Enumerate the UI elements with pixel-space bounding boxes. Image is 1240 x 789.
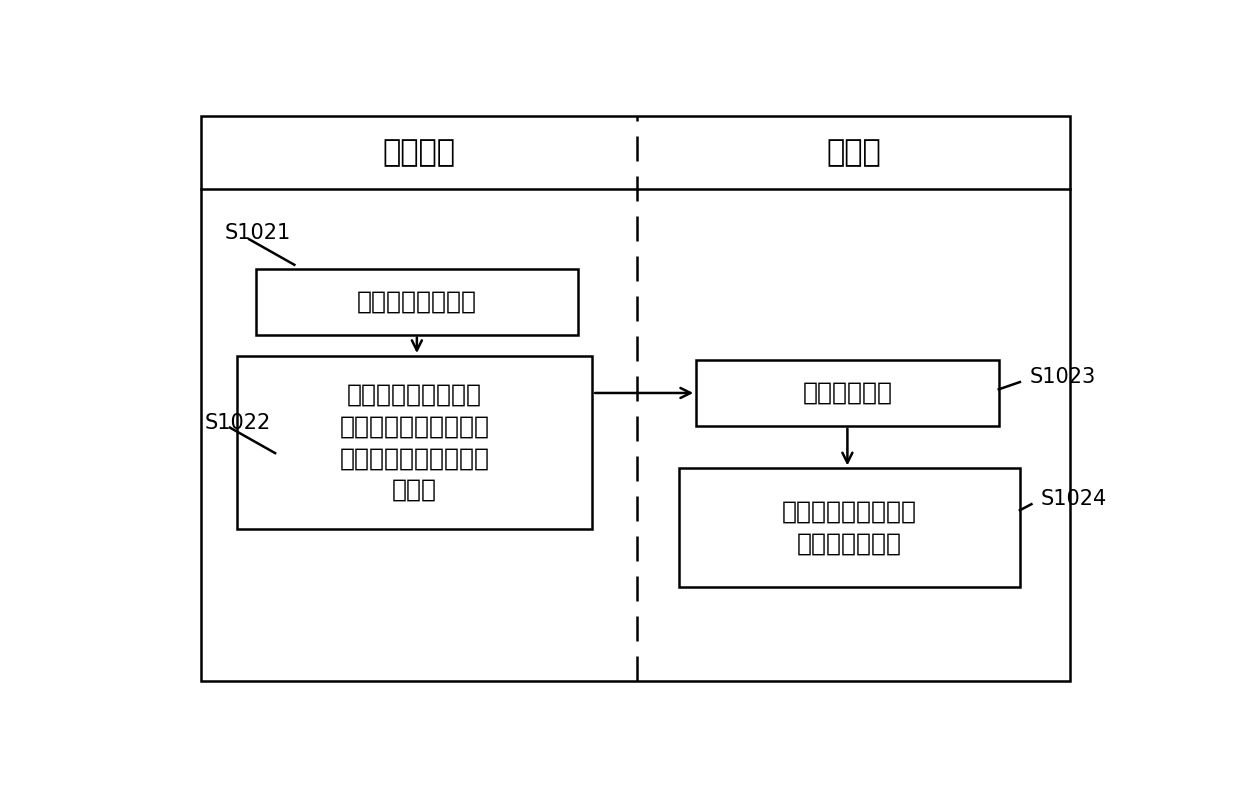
- Text: S1021: S1021: [224, 223, 290, 243]
- Bar: [696, 360, 998, 426]
- Text: S1022: S1022: [205, 413, 272, 432]
- Text: 光敏组件: 光敏组件: [383, 138, 456, 167]
- Text: 根据检测到的光照强
度，生成光强信息，并
将所述光强信息发送给
控制器: 根据检测到的光照强 度，生成光强信息，并 将所述光强信息发送给 控制器: [340, 383, 490, 502]
- Text: S1024: S1024: [1042, 488, 1107, 509]
- Text: 控制器: 控制器: [826, 138, 882, 167]
- Bar: [678, 469, 1019, 587]
- Text: S1023: S1023: [1029, 367, 1096, 387]
- Text: 检测室内光照强度: 检测室内光照强度: [357, 290, 477, 314]
- Bar: [237, 356, 593, 529]
- Bar: [255, 269, 578, 335]
- Text: 根据所述光强信息，
调整显示屏亮度: 根据所述光强信息， 调整显示屏亮度: [782, 499, 916, 555]
- Text: 接收光强信息: 接收光强信息: [802, 381, 893, 405]
